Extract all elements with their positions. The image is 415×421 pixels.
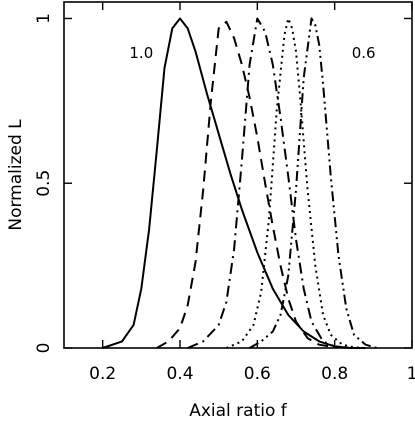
plot-frame bbox=[63, 1, 413, 349]
x-tick-label: 1 bbox=[407, 364, 415, 384]
y-tick-label: 0.5 bbox=[34, 170, 54, 197]
series-line-2 bbox=[156, 20, 351, 349]
plot-area bbox=[63, 1, 413, 349]
x-tick-label: 0.2 bbox=[89, 364, 116, 384]
axes: 0.2 0.4 0.6 0.8 1 0 0.5 1 bbox=[34, 2, 415, 384]
x-tick-label: 0.6 bbox=[244, 364, 271, 384]
series-line-3 bbox=[187, 17, 351, 349]
annotation-1: 1.0 bbox=[129, 44, 153, 62]
series-line-5 bbox=[249, 17, 378, 349]
series-line-1 bbox=[102, 17, 366, 349]
series-group bbox=[102, 17, 378, 349]
x-tick-label: 0.8 bbox=[321, 364, 348, 384]
y-tick-label: 1 bbox=[34, 13, 54, 24]
annotations: 1.0 0.6 bbox=[129, 44, 375, 62]
y-tick-label: 0 bbox=[34, 343, 54, 354]
x-tick-label: 0.4 bbox=[166, 364, 193, 384]
y-axis-label: Normalized L bbox=[6, 119, 26, 231]
annotation-2: 0.6 bbox=[352, 44, 376, 62]
x-axis-label: Axial ratio f bbox=[189, 401, 288, 421]
